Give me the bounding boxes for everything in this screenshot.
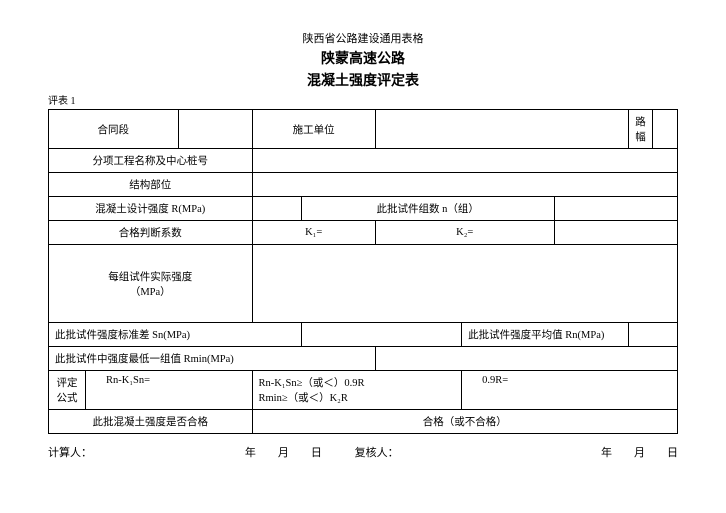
label-subproject: 分项工程名称及中心桩号 (49, 149, 253, 173)
formula-left: Rn-K₁Sn= (86, 371, 253, 410)
label-avg-value: 此批试件强度平均值 Rn(MPa) (462, 323, 629, 347)
header-line1: 陕西省公路建设通用表格 (48, 30, 678, 46)
label-pass-coefficient: 合格判断系数 (49, 221, 253, 245)
doc-header: 陕西省公路建设通用表格 陕蒙高速公路 混凝土强度评定表 (48, 30, 678, 90)
label-k1: K₁= (252, 221, 375, 245)
label-construction-unit: 施工单位 (252, 110, 375, 149)
formula-right: 0.9R= (462, 371, 678, 410)
table-row: 此批混凝土强度是否合格 合格（或不合格） (49, 410, 678, 434)
table-row: 分项工程名称及中心桩号 (49, 149, 678, 173)
date2: 年 月 日 (601, 447, 678, 459)
header-line2: 陕蒙高速公路 (48, 48, 678, 68)
label-actual-strength: 每组试件实际强度 （MPa） (49, 245, 253, 323)
formula-mid: Rn-K₁Sn≥（或＜）0.9R Rmin≥（或＜）K₂R (252, 371, 462, 410)
label-calculator: 计算人： (48, 447, 92, 459)
label-std-dev: 此批试件强度标准差 Sn(MPa) (49, 323, 302, 347)
label-contract-section: 合同段 (49, 110, 179, 149)
cell-empty (628, 323, 677, 347)
table-row: 结构部位 (49, 173, 678, 197)
label-min-value: 此批试件中强度最低一组值 Rmin(MPa) (49, 347, 376, 371)
table-row: 此批试件强度标准差 Sn(MPa) 此批试件强度平均值 Rn(MPa) (49, 323, 678, 347)
label-design-strength: 混凝土设计强度 R(MPa) (49, 197, 253, 221)
label-structure-part: 结构部位 (49, 173, 253, 197)
sheet-number: 评表 1 (48, 92, 678, 107)
label-group-count: 此批试件组数 n（组） (301, 197, 554, 221)
table-row: 评定 公式 Rn-K₁Sn= Rn-K₁Sn≥（或＜）0.9R Rmin≥（或＜… (49, 371, 678, 410)
cell-empty (252, 173, 678, 197)
table-row: 每组试件实际强度 （MPa） (49, 245, 678, 323)
cell-empty (375, 347, 677, 371)
label-is-pass: 此批混凝土强度是否合格 (49, 410, 253, 434)
cell-empty (301, 323, 461, 347)
cell-empty (554, 197, 677, 221)
cell-empty (653, 110, 678, 149)
cell-empty (375, 110, 628, 149)
label-road-width: 路幅 (628, 110, 653, 149)
label-k2: K₂= (375, 221, 554, 245)
footer: 计算人： 年 月 日 复核人： 年 月 日 (48, 444, 678, 460)
evaluation-table: 合同段 施工单位 路幅 分项工程名称及中心桩号 结构部位 混凝土设计强度 R(M… (48, 109, 678, 434)
value-pass-result: 合格（或不合格） (252, 410, 678, 434)
cell-empty (252, 245, 678, 323)
label-checker: 复核人： (355, 447, 399, 459)
cell-empty (252, 197, 301, 221)
cell-empty (252, 149, 678, 173)
cell-empty (554, 221, 677, 245)
table-row: 此批试件中强度最低一组值 Rmin(MPa) (49, 347, 678, 371)
table-row: 混凝土设计强度 R(MPa) 此批试件组数 n（组） (49, 197, 678, 221)
date1: 年 月 日 (245, 447, 322, 459)
table-row: 合同段 施工单位 路幅 (49, 110, 678, 149)
label-formula: 评定 公式 (49, 371, 86, 410)
header-line3: 混凝土强度评定表 (48, 70, 678, 90)
table-row: 合格判断系数 K₁= K₂= (49, 221, 678, 245)
cell-empty (178, 110, 252, 149)
